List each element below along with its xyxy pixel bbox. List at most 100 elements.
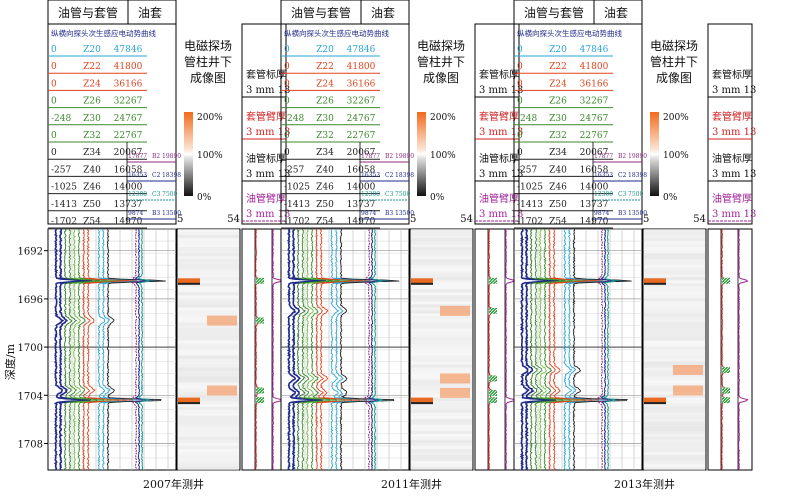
casing-row-name: C3	[385, 191, 394, 198]
image-band	[644, 322, 705, 326]
color-scale-bar	[417, 112, 426, 196]
image-band	[411, 421, 472, 425]
image-band	[178, 292, 239, 296]
scale-max-label: 54	[460, 214, 473, 225]
curve-line	[543, 228, 589, 471]
tubing-meas-label: 油管臂厚	[246, 192, 286, 205]
casing-row-right: 13500	[395, 210, 414, 217]
image-band	[644, 349, 705, 353]
image-band	[644, 259, 705, 263]
curve-line	[315, 229, 363, 471]
curve-row-right: 20067	[114, 148, 143, 158]
image-band	[178, 445, 239, 450]
image-band	[644, 232, 705, 236]
image-band	[178, 439, 239, 444]
casing-row-right: 7500	[395, 191, 410, 198]
curve-row-right: 32267	[580, 97, 609, 107]
image-band	[178, 415, 239, 419]
image-band	[178, 448, 239, 453]
image-band	[644, 229, 705, 233]
image-band	[178, 310, 239, 314]
curve-row-left: 0	[51, 62, 57, 72]
header-tubing-casing: 油管与套管	[524, 5, 584, 20]
casing-row-right: 13500	[628, 210, 647, 217]
image-collar-orange	[411, 397, 433, 403]
image-band	[411, 382, 472, 386]
casing-row-right: 18398	[628, 172, 647, 179]
curve-row-left: 0	[517, 45, 523, 55]
image-band	[178, 346, 239, 350]
image-band	[411, 274, 472, 278]
image-band	[411, 304, 472, 308]
image-band	[411, 367, 472, 371]
casing-meas-label: 套管臂厚	[246, 110, 286, 123]
curve-row-right: 41800	[580, 62, 609, 72]
curve-line	[563, 228, 618, 471]
image-band	[178, 253, 239, 257]
image-band	[644, 457, 705, 462]
image-band	[178, 355, 239, 359]
casing-std-value: 3 mm 13	[479, 85, 523, 96]
image-band	[644, 235, 705, 239]
image-band	[178, 328, 239, 332]
image-collar-dark	[644, 402, 666, 405]
image-band	[644, 331, 705, 335]
curve-row-name: Z30	[83, 114, 101, 124]
header-curve-box	[47, 23, 177, 225]
image-band	[178, 442, 239, 447]
image-anomaly	[673, 385, 703, 396]
casing-row-name: B2	[152, 153, 160, 160]
image-band	[411, 370, 472, 374]
curve-row-left: -1025	[51, 183, 77, 193]
image-collar-dark	[411, 402, 433, 405]
casing-curve-line	[137, 228, 151, 471]
casing-std-label: 套管标厚	[246, 68, 286, 81]
curve-row-name: Z32	[83, 131, 101, 141]
thickness-hatch	[489, 397, 497, 404]
image-band	[178, 430, 239, 435]
image-band	[644, 361, 705, 365]
image-band	[178, 262, 239, 266]
image-band	[178, 427, 239, 432]
header-curve-box	[513, 23, 643, 225]
image-band	[644, 454, 705, 459]
curve-row-right: 47846	[580, 45, 609, 55]
image-band	[644, 346, 705, 350]
header-curve-title: 纵横向探头次生感应电动势曲线	[51, 28, 156, 38]
color-scale-min: 0%	[197, 193, 212, 203]
image-band	[178, 433, 239, 438]
image-band	[411, 298, 472, 302]
curve-row-left: 0	[51, 97, 57, 107]
image-band	[411, 268, 472, 272]
casing-row-name: C2	[385, 172, 394, 179]
image-band	[411, 415, 472, 419]
image-band	[178, 283, 239, 287]
image-band	[644, 430, 705, 435]
thickness-track-frame	[474, 228, 520, 471]
curve-row-right: 47846	[114, 45, 143, 55]
tubing-std-label: 油管标厚	[246, 152, 286, 165]
color-scale-mid: 100%	[430, 151, 456, 161]
image-band	[411, 319, 472, 323]
casing-curve-line	[602, 228, 616, 470]
header-casing: 油套	[604, 6, 628, 20]
image-band	[178, 265, 239, 269]
casing-std-label: 套管标厚	[479, 68, 519, 81]
image-band	[178, 241, 239, 245]
image-band	[411, 250, 472, 254]
curve-line	[58, 228, 93, 471]
image-band	[411, 334, 472, 338]
image-band	[411, 256, 472, 260]
image-band	[178, 379, 239, 383]
image-band	[644, 460, 705, 465]
casing-row-right: 19890	[628, 153, 647, 160]
image-band	[644, 340, 705, 344]
panel-year-label: 2011年测井	[381, 477, 442, 491]
header-curve-title: 纵横向探头次生感应电动势曲线	[284, 28, 389, 38]
casing-row-left: 9874	[361, 210, 376, 217]
curve-row-name: Z40	[83, 165, 101, 175]
curve-row-name: Z22	[83, 62, 101, 72]
casing-row-left: 9874	[594, 210, 609, 217]
image-band	[178, 334, 239, 338]
